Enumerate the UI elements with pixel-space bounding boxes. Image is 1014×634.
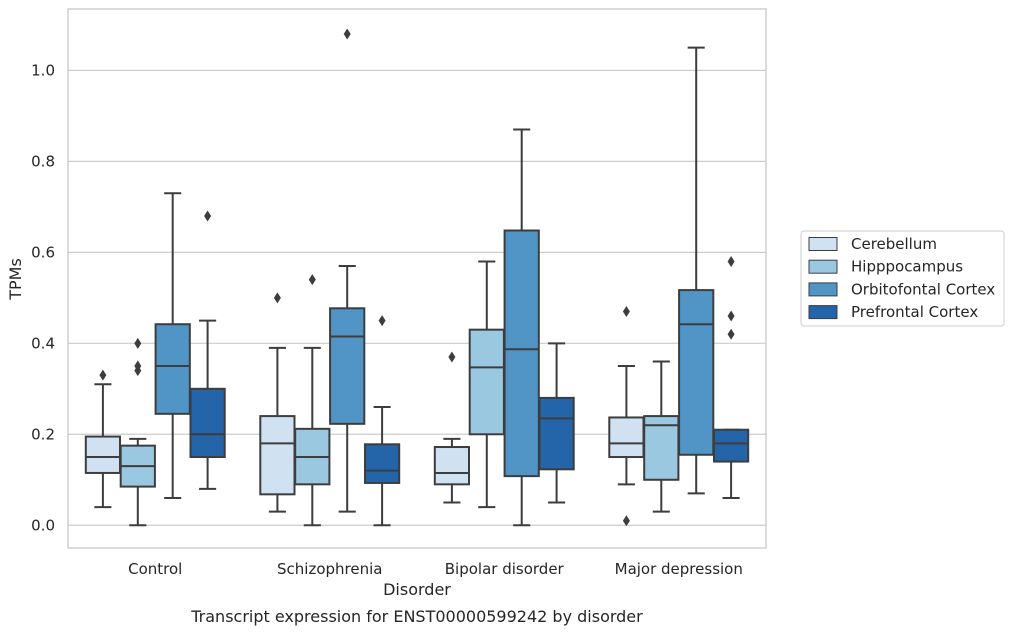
box-iqr <box>84 435 122 474</box>
outlier-point <box>727 255 735 267</box>
box-iqr <box>154 323 191 415</box>
legend: Cerebellum Hipppocampus Orbitofontal Corte… <box>800 230 1005 327</box>
box-plot-item <box>154 192 191 499</box>
y-axis-label: TPMs <box>6 258 25 301</box>
chart-caption: Transcript expression for ENST0000059924… <box>190 607 643 626</box>
outlier-point <box>99 369 107 381</box>
box-plot-item <box>119 337 156 527</box>
box-plot-item <box>363 315 401 527</box>
legend-frame <box>800 230 1005 327</box>
outlier-point <box>727 310 735 322</box>
x-axis-label: Disorder <box>383 580 451 599</box>
box-iqr <box>329 307 366 425</box>
outlier-point <box>622 305 630 317</box>
y-tick-label: 1.0 <box>31 61 55 79</box>
outlier-point <box>134 360 142 372</box>
outlier-point <box>204 210 212 222</box>
box-iqr <box>433 446 471 486</box>
y-tick-label: 0.8 <box>31 152 55 170</box>
legend-swatch <box>808 282 838 297</box>
y-tick-label: 0.6 <box>31 243 55 261</box>
box-plot-item <box>503 128 540 527</box>
outlier-point <box>273 292 281 304</box>
y-tick-label: 0.0 <box>31 516 55 534</box>
outlier-point <box>727 328 735 340</box>
outlier-point <box>134 337 142 349</box>
x-tick-label: Bipolar disorder <box>445 560 565 578</box>
box-iqr <box>503 229 540 478</box>
legend-swatch <box>808 237 838 251</box>
box-plot-item <box>678 46 715 495</box>
box-plot-item <box>608 305 645 527</box>
x-tick-label: Control <box>128 560 182 578</box>
box-iqr <box>643 415 680 481</box>
outlier-point <box>448 351 456 363</box>
box-iqr <box>678 289 715 456</box>
legend-label: Prefrontal Cortex <box>851 303 978 321</box>
box-plot-boxes <box>84 28 750 527</box>
box-plot-item <box>643 360 680 513</box>
box-iqr <box>538 396 575 471</box>
box-plot-item <box>712 255 750 499</box>
outlier-point <box>308 274 316 286</box>
y-tick-label: 0.2 <box>31 425 55 443</box>
y-tick-label: 0.4 <box>31 334 55 352</box>
x-axis-ticks: Control Schizophrenia Bipolar disorder Majo… <box>128 560 743 578</box>
box-plot-item <box>84 369 122 509</box>
outlier-point <box>378 315 386 327</box>
box-plot-item <box>189 210 226 490</box>
outlier-point <box>343 28 351 40</box>
x-tick-label: Major depression <box>615 560 743 578</box>
box-plot-item <box>433 351 471 504</box>
box-iqr <box>608 416 645 459</box>
plot-frame <box>67 8 767 549</box>
x-tick-label: Schizophrenia <box>277 560 382 578</box>
legend-swatch <box>808 305 838 320</box>
box-iqr <box>468 328 505 436</box>
box-iqr <box>189 387 226 459</box>
legend-label: Cerebellum <box>851 235 937 253</box>
box-plot-item <box>329 28 366 513</box>
box-iqr <box>259 415 296 496</box>
box-plot-item <box>294 274 331 527</box>
box-iqr <box>363 443 401 484</box>
legend-label: Hipppocampus <box>851 258 963 276</box>
box-plot-item <box>538 342 575 504</box>
box-iqr <box>712 428 750 463</box>
outlier-point <box>622 515 630 527</box>
legend-label: Orbitofontal Cortex <box>851 280 995 298</box>
legend-swatch <box>808 259 838 274</box>
box-plot-item <box>468 260 505 509</box>
box-plot-item <box>259 292 296 513</box>
y-axis-ticks: 0.0 0.2 0.4 0.6 0.8 1.0 <box>31 61 55 534</box>
